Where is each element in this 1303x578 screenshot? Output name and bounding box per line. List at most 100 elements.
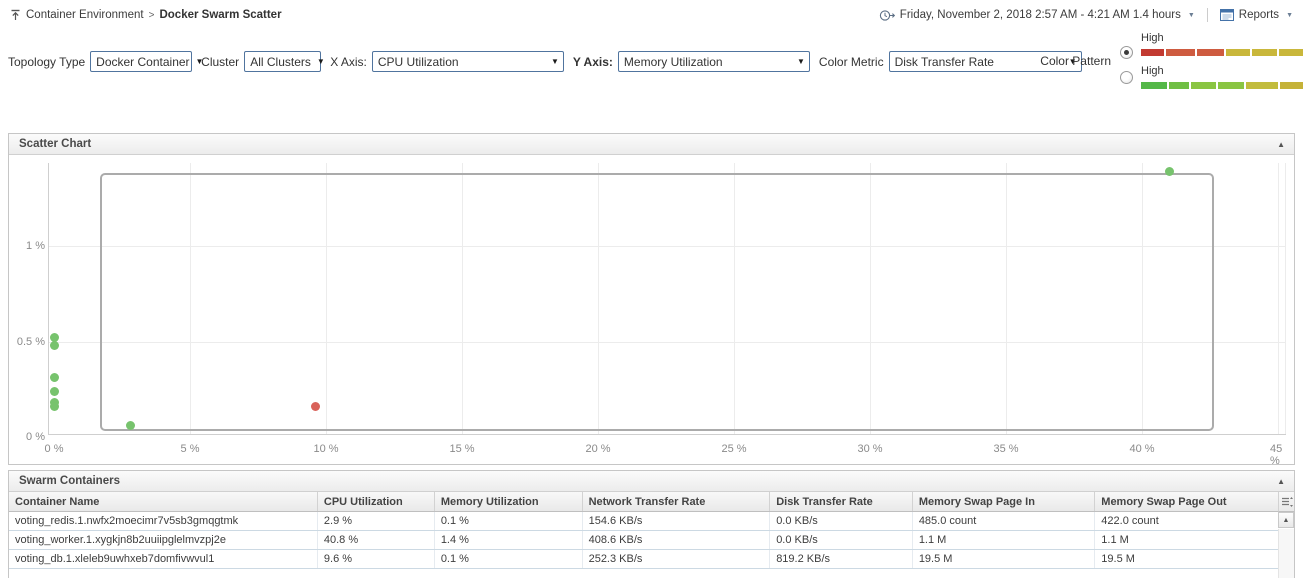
table-cell: 408.6 KB/s — [582, 530, 771, 550]
table-row[interactable]: voting_worker.1.xygkjn8b2uuiipglelmvzpj2… — [9, 530, 1294, 550]
scroll-track[interactable] — [1278, 529, 1294, 578]
table-cell: 0.1 % — [434, 549, 583, 569]
breadcrumb-current: Docker Swarm Scatter — [159, 9, 282, 21]
column-header-memory-swap-page-in[interactable]: Memory Swap Page In — [912, 492, 1096, 512]
breadcrumb: Container Environment > Docker Swarm Sca… — [10, 9, 282, 21]
cluster-select[interactable]: All Clusters ▼ — [244, 51, 325, 72]
column-header-memory-swap-page-out[interactable]: Memory Swap Page Out — [1094, 492, 1294, 512]
plot-right-border — [1285, 163, 1286, 434]
scatter-point[interactable] — [49, 373, 59, 383]
topology-type-select[interactable]: Docker Container ▼ — [90, 51, 203, 72]
gradient-segment — [1226, 49, 1251, 56]
y-axis-select[interactable]: Memory Utilization ▼ — [617, 51, 810, 72]
containers-table: Container Name CPU Utilization Memory Util… — [9, 492, 1294, 569]
color-pattern-radios — [1120, 46, 1133, 98]
scatter-point[interactable] — [310, 401, 320, 411]
column-header-disk-transfer-rate[interactable]: Disk Transfer Rate — [769, 492, 913, 512]
x-gridline — [870, 163, 871, 434]
y-gridline — [48, 341, 1285, 343]
cluster-label: Cluster — [201, 54, 240, 69]
column-header-cpu-utilization[interactable]: CPU Utilization — [317, 492, 435, 512]
gradient-segment — [1218, 82, 1245, 89]
breadcrumb-separator: > — [148, 9, 155, 21]
table-cell: 1.1 M — [1094, 530, 1294, 550]
reports-icon — [1219, 9, 1234, 21]
x-gridline — [1278, 163, 1279, 434]
gradient-segment — [1278, 49, 1303, 56]
gradient-segment — [1252, 49, 1277, 56]
column-header-network-transfer-rate[interactable]: Network Transfer Rate — [582, 492, 771, 512]
topbar-divider — [1206, 8, 1208, 22]
gradient-segment — [1190, 82, 1217, 89]
color-metric-select[interactable]: Disk Transfer Rate ▼ — [888, 51, 1082, 72]
breadcrumb-parent-link[interactable]: Container Environment — [26, 9, 144, 21]
gradient-segment — [1246, 82, 1279, 89]
timerange-icon — [879, 9, 895, 22]
x-tick-label: 10 % — [313, 443, 339, 455]
drill-up-icon[interactable] — [10, 9, 21, 21]
selection-rectangle[interactable] — [100, 173, 1214, 432]
x-gridline — [1142, 163, 1143, 434]
scatter-point[interactable] — [49, 386, 59, 396]
x-tick-label: 45 % — [1270, 443, 1283, 464]
x-tick-label: 0 % — [44, 443, 64, 455]
x-tick-label: 5 % — [180, 443, 200, 455]
table-cell: 40.8 % — [317, 530, 435, 550]
scatter-point[interactable] — [49, 333, 59, 343]
color-pattern-high-label: High — [1141, 32, 1164, 44]
x-axis-value: CPU Utilization — [377, 54, 459, 69]
scatter-panel-header: Scatter Chart ▲ — [9, 134, 1294, 155]
x-tick-label: 20 % — [585, 443, 611, 455]
x-tick-label: 35 % — [993, 443, 1019, 455]
x-axis-label: X Axis: — [330, 54, 367, 69]
column-header-memory-utilization[interactable]: Memory Utilization — [434, 492, 583, 512]
timerange-caret-icon[interactable]: ▼ — [1187, 11, 1195, 19]
table-cell: 0.0 KB/s — [769, 530, 913, 550]
color-pattern-radio-green-yellow[interactable] — [1120, 71, 1133, 84]
color-pattern-legend: High High — [1141, 30, 1303, 98]
timerange-label[interactable]: Friday, November 2, 2018 2:57 AM - 4:21 … — [899, 9, 1181, 21]
x-gridline — [734, 163, 735, 434]
topbar-right: Friday, November 2, 2018 2:57 AM - 4:21 … — [879, 8, 1293, 22]
gradient-segment — [1141, 82, 1167, 89]
top-bar: Container Environment > Docker Swarm Sca… — [0, 0, 1303, 30]
cluster-value: All Clusters — [250, 54, 311, 69]
scatter-chart-plot[interactable]: 0 % 5 % 10 % 15 % 20 % 25 % 30 % 35 % 40 % 45 % 0 … — [9, 155, 1294, 464]
gradient-segment — [1168, 82, 1189, 89]
chevron-down-icon: ▼ — [550, 57, 559, 66]
table-cell: voting_worker.1.xygkjn8b2uuiipglelmvzpj2… — [9, 530, 318, 550]
table-customizer-icon[interactable] — [1278, 492, 1294, 512]
table-cell: 1.4 % — [434, 530, 583, 550]
scatter-point[interactable] — [49, 401, 59, 411]
chevron-down-icon: ▼ — [195, 57, 204, 66]
table-cell: 485.0 count — [912, 511, 1096, 531]
scatter-point[interactable] — [1164, 167, 1174, 176]
y-axis-value: Memory Utilization — [623, 54, 723, 69]
column-header-container-name[interactable]: Container Name — [9, 492, 318, 512]
reports-caret-icon[interactable]: ▼ — [1286, 11, 1293, 19]
table-row[interactable]: voting_redis.1.nwfx2moecimr7v5sb3gmqgtmk… — [9, 511, 1294, 531]
color-pattern-gradient-bar — [1141, 82, 1303, 89]
reports-label[interactable]: Reports — [1238, 9, 1280, 21]
table-row[interactable]: voting_db.1.xleleb9uwhxeb7domfivwvul1 9.6… — [9, 549, 1294, 569]
collapse-up-icon[interactable]: ▲ — [1277, 139, 1285, 149]
scatter-point[interactable] — [49, 340, 59, 350]
x-gridline — [462, 163, 463, 434]
table-cell: 2.9 % — [317, 511, 435, 531]
color-pattern-radio-red-green[interactable] — [1120, 46, 1133, 59]
x-axis-line — [48, 434, 1286, 435]
scatter-point[interactable] — [125, 421, 135, 431]
topology-type-value: Docker Container — [96, 54, 190, 69]
x-axis-select[interactable]: CPU Utilization ▼ — [371, 51, 564, 72]
scroll-up-button[interactable]: ▲ — [1278, 512, 1294, 528]
y-gridline — [48, 246, 1285, 247]
table-cell: 422.0 count — [1094, 511, 1294, 531]
gradient-segment — [1196, 49, 1225, 56]
table-scrollbar: ▲ — [1278, 492, 1294, 578]
table-panel-title: Swarm Containers — [19, 475, 120, 487]
y-axis-line — [48, 163, 49, 434]
collapse-up-icon[interactable]: ▲ — [1277, 476, 1285, 486]
color-pattern-label: Color Pattern — [1040, 54, 1111, 68]
x-tick-label: 15 % — [449, 443, 475, 455]
